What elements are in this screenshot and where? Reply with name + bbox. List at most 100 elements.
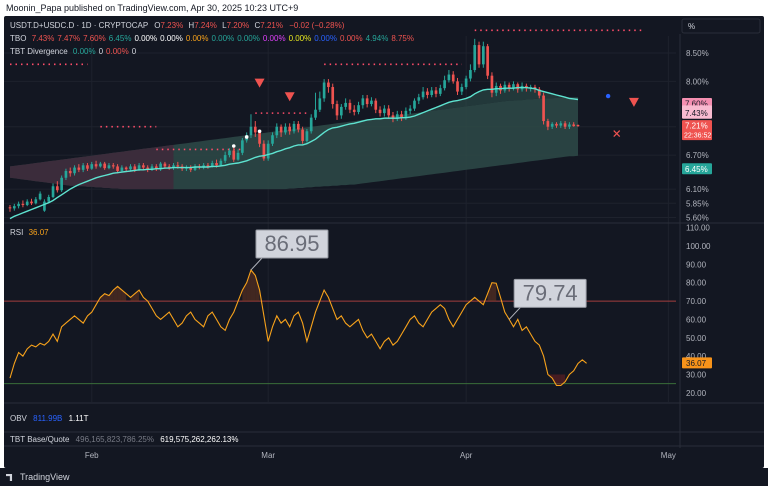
white-signal-dot-0 [231, 144, 236, 148]
candle-body-76 [335, 104, 339, 116]
candle-body-56 [249, 126, 253, 136]
candle-body-61 [271, 135, 274, 144]
rsi-overbought-fill-22 [100, 293, 105, 302]
tbo-legend-value-7: 0.00% [212, 34, 235, 43]
candle-body-110 [481, 46, 485, 65]
price-badge-4 [682, 163, 712, 175]
price-badge-3 [682, 120, 712, 141]
candle-body-27 [124, 167, 128, 170]
candle-body-25 [116, 166, 119, 171]
rsi-tick-label-9: 20.00 [686, 389, 707, 398]
candle-body-96 [421, 91, 425, 98]
candle-body-50 [223, 155, 227, 161]
percent-scale-button[interactable]: % [681, 18, 761, 34]
candle-body-93 [408, 108, 412, 111]
candle-body-7 [38, 193, 42, 200]
published-caption: Moonin_Papa published on TradingView.com… [0, 0, 768, 16]
candle-body-100 [438, 88, 442, 94]
rsi-tick-label-7: 40.00 [686, 352, 707, 361]
footer-bar[interactable]: TradingView [0, 468, 768, 486]
candle-body-130 [568, 124, 571, 127]
symbol-label: USDT.D+USDC.D · 1D · CRYPTOCAP [10, 21, 148, 30]
candle-body-22 [103, 163, 107, 169]
cross-marker-4 [613, 130, 621, 137]
tbo-cloud [10, 87, 578, 190]
rsi-tick-label-3: 80.00 [686, 279, 707, 288]
price-axis[interactable]: 8.50%8.00%7.20%6.70%6.10%5.85%5.60%7.60%… [682, 49, 712, 222]
rsi-line [9, 268, 587, 387]
candle-body-31 [142, 165, 145, 168]
candle-body-90 [395, 114, 399, 119]
candle-body-35 [159, 163, 162, 170]
candle-body-105 [460, 87, 464, 92]
time-tick-label-1: Mar [261, 451, 275, 460]
tbo-legend-value-0: 7.43% [32, 34, 55, 43]
price-badge-label-2: 7.43% [685, 109, 708, 118]
candle-body-124 [542, 95, 545, 122]
candle-body-1 [12, 206, 16, 209]
rsi-tick-label-0: 110.00 [686, 224, 710, 233]
tbo-legend: TBO 7.43% 7.47% 7.60% 6.45% 0.00% 0.00% 0.00% 0… [10, 34, 414, 43]
candle-body-73 [322, 82, 326, 99]
rsi-tick-label-1: 100.00 [686, 242, 711, 251]
candle-body-72 [318, 98, 322, 110]
candle-body-106 [464, 78, 468, 88]
candle-body-112 [490, 75, 494, 93]
candle-body-65 [288, 126, 292, 132]
candle-body-84 [370, 100, 373, 105]
candle-body-68 [301, 129, 304, 141]
candle-body-57 [253, 126, 257, 133]
candle-body-116 [507, 84, 511, 89]
tbo-legend-value-11: 0.00% [314, 34, 337, 43]
rsi-overbought-fill-24 [108, 290, 114, 302]
rsi-callout-box-0 [255, 229, 329, 259]
candle-body-48 [215, 163, 218, 166]
tbo-legend-value-4: 0.00% [134, 34, 157, 43]
chart-panel[interactable]: 8.50% 8.00% 7.20% 6.70% 6.10% 5.85% 5.60% 7.60%… [4, 16, 764, 468]
candle-body-8 [43, 201, 46, 211]
candle-body-89 [391, 115, 395, 119]
rsi-overbought-fill-56 [246, 269, 251, 302]
obv-legend: OBV 811.99B 1.11T [10, 414, 89, 423]
ohlc-high-key: H [188, 21, 194, 30]
candle-body-51 [228, 150, 231, 156]
candle-body-107 [469, 70, 472, 79]
candle-body-87 [383, 108, 386, 114]
candle-body-109 [477, 45, 481, 65]
candle-body-37 [167, 166, 171, 168]
candle-body-101 [443, 80, 446, 89]
tbo-legend-value-8: 0.00% [237, 34, 260, 43]
rsi-axis[interactable]: 110.00 100.00 90.00 80.00 70.00 60.00 50.00 40.… [682, 224, 712, 398]
tbo-legend-value-6: 0.00% [186, 34, 209, 43]
rsi-overbought-fill-26 [117, 286, 122, 302]
tbo-legend-value-2: 7.60% [83, 34, 106, 43]
time-axis[interactable]: Feb Mar Apr May [4, 445, 764, 460]
price-tick-label-1: 8.00% [686, 77, 709, 86]
candle-body-86 [378, 109, 382, 114]
candle-body-14 [68, 170, 72, 174]
tbo-line [9, 86, 579, 220]
candle-body-63 [279, 126, 283, 133]
candle-body-6 [34, 199, 38, 204]
dot-marker-3 [605, 93, 611, 99]
candle-body-54 [241, 140, 244, 153]
candle-body-29 [133, 166, 137, 170]
rsi-pane: 86.95 79.74 [4, 229, 676, 387]
candle-body-69 [305, 131, 309, 141]
candle-body-2 [17, 203, 20, 207]
rsi-legend-name: RSI [10, 228, 23, 237]
chart-canvas[interactable]: 8.50% 8.00% 7.20% 6.70% 6.10% 5.85% 5.60% 7.60%… [4, 16, 764, 468]
candle-body-39 [176, 165, 180, 167]
tbt-legend: TBT Base/Quote 496,165,823,786.25% 619,5… [10, 435, 239, 444]
candle-body-125 [546, 121, 550, 127]
time-tick-label-2: Apr [460, 451, 473, 460]
candle-body-19 [90, 164, 94, 169]
price-badge-label-3: 7.21% [685, 122, 708, 131]
candle-body-17 [81, 165, 85, 170]
candle-body-127 [555, 123, 558, 126]
price-badge-label-4: 6.45% [685, 165, 708, 174]
rsi-tick-label-4: 70.00 [686, 297, 707, 306]
candle-body-21 [99, 163, 102, 167]
candle-body-97 [426, 91, 429, 95]
